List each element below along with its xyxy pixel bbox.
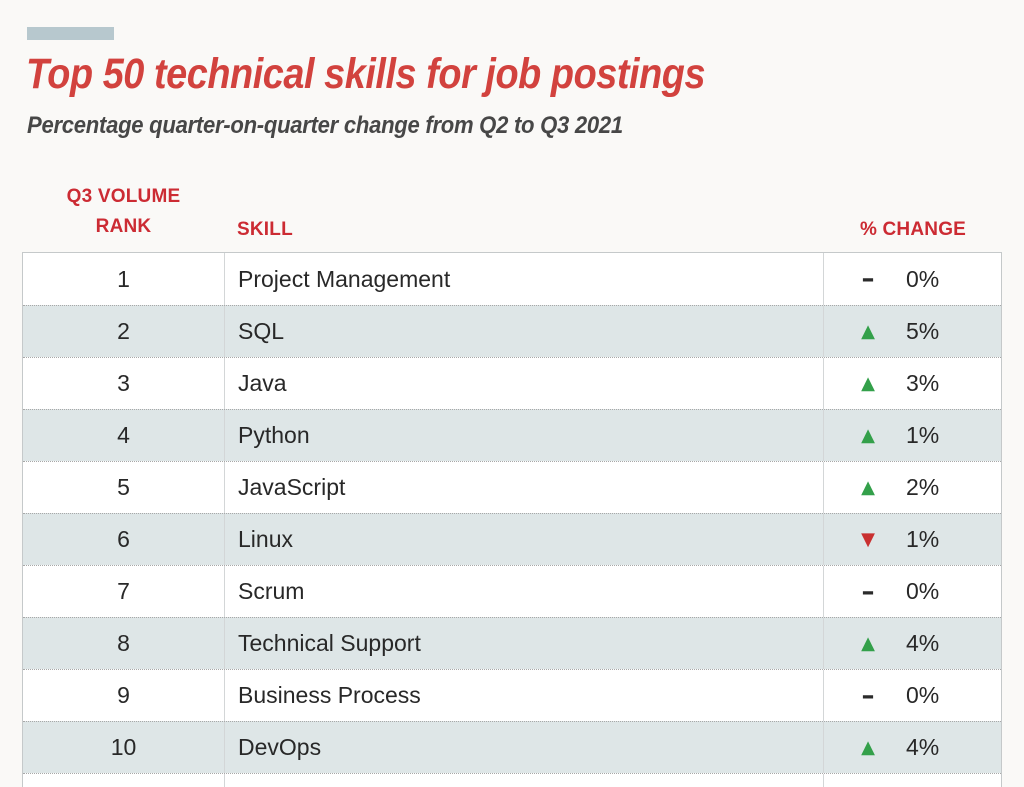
change-cell: – 0%	[824, 670, 1001, 721]
table-row: 1 Project Management – 0%	[23, 253, 1001, 305]
change-cell: ▲ 1%	[824, 410, 1001, 461]
rank-cell: 1	[23, 253, 225, 305]
change-value: 1%	[906, 422, 940, 448]
change-value: 2%	[906, 474, 940, 500]
change-value: 4%	[906, 630, 940, 656]
change-value: 3%	[906, 370, 940, 396]
skill-cell: SQL	[225, 306, 824, 357]
change-cell: ▲ 4%	[824, 722, 1001, 773]
skill-cell: Scrum	[225, 566, 824, 617]
rank-cell: 6	[23, 514, 225, 565]
down-triangle-icon: ▼	[861, 528, 875, 550]
skill-cell: Technical Support	[225, 618, 824, 669]
up-triangle-icon: ▲	[861, 632, 875, 654]
skills-table: Q3 VOLUME RANK SKILL % CHANGE 1 Project M…	[22, 186, 1002, 787]
col-header-rank-line2: RANK	[95, 215, 152, 237]
col-header-rank: Q3 VOLUME RANK	[22, 182, 225, 241]
rank-cell: 4	[23, 410, 225, 461]
table-body: 1 Project Management – 0% 2 SQL ▲ 5% 3 Java ▲ 3% 4 Py…	[22, 252, 1002, 787]
no-change-dash-icon: –	[861, 680, 875, 711]
accent-bar	[27, 27, 114, 40]
table-row: 5 JavaScript ▲ 2%	[23, 461, 1001, 513]
change-cell: ▲ 4%	[824, 618, 1001, 669]
no-change-dash-icon: –	[861, 264, 875, 294]
rank-cell: 7	[23, 566, 225, 617]
table-row: 2 SQL ▲ 5%	[23, 305, 1001, 357]
skill-cell: Project Management	[225, 253, 824, 305]
col-header-rank-line1: Q3 VOLUME	[66, 186, 181, 208]
skill-cell: JavaScript	[225, 462, 824, 513]
change-cell: ▲ 2%	[824, 462, 1001, 513]
up-triangle-icon: ▲	[861, 424, 875, 446]
change-value: 0%	[906, 682, 940, 708]
up-triangle-icon: ▲	[861, 736, 875, 758]
up-triangle-icon: ▲	[861, 476, 875, 498]
table-header-row: Q3 VOLUME RANK SKILL % CHANGE	[22, 186, 1002, 252]
up-triangle-icon: ▲	[861, 372, 875, 394]
change-value: 4%	[906, 734, 940, 760]
rank-cell: 3	[23, 358, 225, 409]
change-value: 0%	[906, 578, 940, 604]
change-value: 5%	[906, 318, 940, 344]
skill-cell: DevOps	[225, 722, 824, 773]
change-cell: – 0%	[824, 566, 1001, 617]
table-row: 10 DevOps ▲ 4%	[23, 721, 1001, 773]
change-value: 1%	[906, 526, 940, 552]
skill-cell: Business Process	[225, 670, 824, 721]
page-subtitle: Percentage quarter-on-quarter change fro…	[27, 112, 623, 139]
change-cell-empty	[824, 774, 1001, 787]
rank-cell: 2	[23, 306, 225, 357]
col-header-change: % CHANGE	[859, 219, 967, 240]
page-title: Top 50 technical skills for job postings	[26, 50, 706, 98]
rank-cell: 8	[23, 618, 225, 669]
rank-cell: 10	[23, 722, 225, 773]
skill-cell: Java	[225, 358, 824, 409]
up-triangle-icon: ▲	[861, 320, 875, 342]
skill-cell: Python	[225, 410, 824, 461]
table-row-partial	[23, 773, 1001, 787]
skill-cell: Linux	[225, 514, 824, 565]
rank-cell: 9	[23, 670, 225, 721]
table-row: 9 Business Process – 0%	[23, 669, 1001, 721]
table-row: 7 Scrum – 0%	[23, 565, 1001, 617]
rank-cell: 5	[23, 462, 225, 513]
change-cell: ▲ 5%	[824, 306, 1001, 357]
col-header-skill: SKILL	[237, 219, 293, 240]
no-change-dash-icon: –	[861, 576, 875, 607]
table-row: 3 Java ▲ 3%	[23, 357, 1001, 409]
rank-cell-empty	[23, 774, 225, 787]
table-row: 8 Technical Support ▲ 4%	[23, 617, 1001, 669]
change-cell: ▼ 1%	[824, 514, 1001, 565]
table-row: 6 Linux ▼ 1%	[23, 513, 1001, 565]
change-value: 0%	[906, 265, 940, 292]
change-cell: – 0%	[824, 253, 1001, 305]
table-row: 4 Python ▲ 1%	[23, 409, 1001, 461]
change-cell: ▲ 3%	[824, 358, 1001, 409]
skill-cell-empty	[225, 774, 824, 787]
